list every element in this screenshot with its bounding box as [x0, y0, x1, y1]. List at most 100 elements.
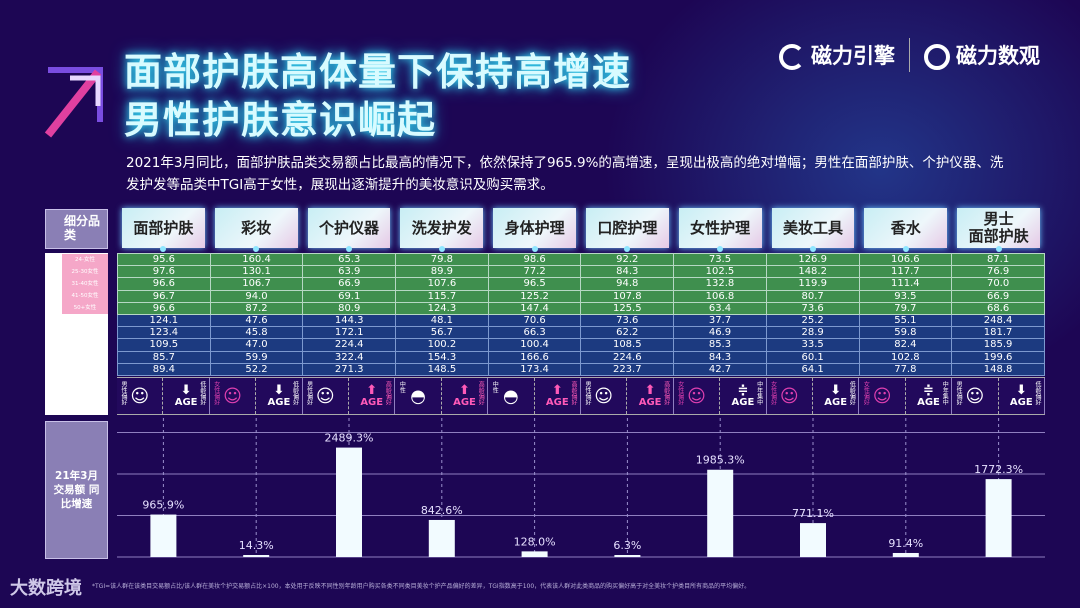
tgi-cell: 102.8	[858, 350, 953, 364]
tgi-cell: 37.7	[673, 313, 767, 328]
tgi-cell: 144.3	[302, 313, 397, 328]
tgi-cell: 107.8	[580, 289, 675, 303]
tgi-cell: 102.5	[673, 265, 767, 279]
female-person-icon: ☺	[223, 385, 242, 407]
tgi-cell: 148.5	[395, 362, 489, 376]
age-preference: ⬆ AGE 高龄偏好	[535, 378, 580, 414]
tgi-cell: 125.2	[487, 289, 582, 303]
preference-cell: 女性偏好 ☺ ⬇ AGE 低龄偏好	[767, 378, 860, 414]
tgi-cell: 322.4	[302, 350, 397, 364]
tgi-cell: 66.9	[302, 277, 397, 291]
logo-cili-shuguan: 磁力数观	[924, 40, 1040, 70]
age-text: 低龄偏好	[1033, 381, 1041, 405]
age-mid-arrow-icon: ≑	[737, 383, 749, 398]
tgi-cell: 124.1	[117, 313, 211, 328]
tgi-cell: 95.6	[117, 252, 211, 267]
preference-cell: 女性偏好 ☺ ⬇ AGE 低龄偏好	[210, 378, 303, 414]
bar	[707, 469, 734, 557]
tgi-cell: 106.8	[673, 289, 767, 303]
male-person-icon: ☺	[965, 385, 985, 407]
gender-preference: 女性偏好 ☺	[859, 378, 906, 414]
tgi-cell: 89.4	[117, 362, 211, 376]
preference-cell: 男性偏好 ☺ ⬆ AGE 高龄偏好	[303, 378, 396, 414]
tgi-cell: 33.5	[765, 338, 860, 352]
tgi-cell: 79.7	[858, 301, 953, 315]
age-text: 低龄偏好	[848, 381, 856, 405]
tgi-cell: 80.7	[765, 289, 860, 303]
gender-preference: 男性偏好 ☺	[303, 378, 349, 414]
cili-shuguan-icon	[924, 44, 950, 70]
footer-note: *TGI=该人群在该类目交易额占比/该人群在美妆个护交易额占比×100，本处用于…	[92, 583, 751, 590]
preference-cell: 女性偏好 ☺ ≑ AGE 中年集中	[674, 378, 767, 414]
bar-label: 842.6%	[421, 504, 463, 517]
tgi-cell: 154.3	[395, 350, 489, 364]
tgi-cell: 117.7	[858, 265, 953, 279]
tgi-cell: 77.2	[487, 265, 582, 279]
age-text: 高龄偏好	[662, 381, 670, 405]
tgi-cell: 185.9	[951, 338, 1045, 352]
bar	[800, 523, 826, 557]
tgi-cell: 111.4	[858, 277, 953, 291]
age-text: 高龄偏好	[477, 381, 485, 405]
arrow-logo-icon	[44, 67, 103, 138]
tgi-cell: 42.7	[673, 362, 767, 376]
preference-cell: 中性 ◓ ⬆ AGE 高龄偏好	[395, 378, 489, 414]
age-up-arrow-icon: ⬆	[551, 383, 563, 398]
age-down-arrow-icon: ⬇	[180, 383, 192, 398]
gender-preference: 中性 ◓	[395, 378, 442, 414]
tgi-cell: 66.3	[487, 326, 582, 340]
age-preference: ⬇ AGE 低龄偏好	[999, 378, 1044, 414]
tgi-cell: 70.6	[487, 313, 582, 328]
chart-ylabel: 21年3月 交易额 同 比增速	[45, 421, 108, 559]
bar-label: 91.4%	[888, 537, 923, 550]
tgi-cell: 106.6	[858, 252, 953, 267]
category-header: 男士 面部护肤	[957, 208, 1040, 252]
age-up-arrow-icon: ⬆	[366, 383, 378, 398]
tgi-cell: 55.1	[858, 313, 953, 328]
tgi-cell: 224.4	[302, 338, 397, 352]
tgi-cell: 92.2	[580, 252, 675, 267]
tgi-cell: 46.9	[673, 326, 767, 340]
gender-preference: 男性偏好 ☺	[952, 378, 999, 414]
neutral-person-icon: ◓	[410, 385, 426, 407]
title-line-2: 男性护肤意识崛起	[124, 98, 437, 142]
tgi-cell: 64.1	[765, 362, 860, 376]
footer: 大数跨境 *TGI=该人群在该类目交易额占比/该人群在美妆个护交易额占比×100…	[10, 574, 1010, 600]
row-label: 41-50女性	[62, 290, 108, 303]
male-person-icon: ☺	[594, 385, 614, 407]
page-title: 面部护肤高体量下保持高增速 男性护肤意识崛起	[124, 48, 631, 144]
bar-label: 6.3%	[613, 539, 641, 552]
bar-label: 1985.3%	[696, 454, 745, 467]
logo-cili-engine: 磁力引擎	[779, 40, 895, 70]
bar-label: 965.9%	[142, 499, 184, 512]
tgi-cell: 85.7	[117, 350, 211, 364]
preference-cell: 女性偏好 ☺ ≑ AGE 中年集中	[859, 378, 953, 414]
tgi-cell: 63.4	[673, 301, 767, 315]
tgi-cell: 100.2	[395, 338, 489, 352]
age-down-arrow-icon: ⬇	[1015, 383, 1027, 398]
tgi-cell: 25.2	[765, 313, 860, 328]
gender-preference: 男性偏好 ☺	[581, 378, 628, 414]
category-header: 美妆工具	[771, 208, 855, 252]
tgi-cell: 45.8	[209, 326, 304, 340]
tgi-cell: 132.8	[673, 277, 767, 291]
bar-label: 1772.3%	[974, 463, 1023, 476]
age-up-arrow-icon: ⬆	[459, 383, 470, 398]
preference-icons-row: 男性偏好 ☺ ⬇ AGE 低龄偏好 女性偏好 ☺ ⬇ AGE 低龄偏好 男性偏好 ☺ ⬆ AGE 高龄偏好中…	[117, 377, 1045, 415]
tgi-cell: 224.6	[580, 350, 675, 364]
age-label: AGE	[824, 397, 848, 408]
gender-text: 男性偏好	[120, 381, 127, 405]
tgi-cell: 119.9	[765, 277, 860, 291]
footer-brand: 大数跨境	[10, 578, 82, 599]
gender-text: 男性偏好	[305, 381, 313, 405]
tgi-cell: 47.6	[209, 313, 304, 328]
row-label: 24-女性	[62, 253, 108, 266]
tgi-cell: 52.2	[209, 362, 304, 376]
bar	[243, 555, 270, 557]
age-text: 低龄偏好	[198, 381, 206, 405]
age-down-arrow-icon: ⬇	[273, 383, 285, 398]
tgi-cell: 60.1	[765, 350, 860, 364]
description: 2021年3月同比，面部护肤品类交易额占比最高的情况下，依然保持了965.9%的…	[126, 155, 1004, 193]
tgi-cell: 73.6	[765, 301, 860, 315]
tgi-cell: 94.8	[580, 277, 675, 291]
